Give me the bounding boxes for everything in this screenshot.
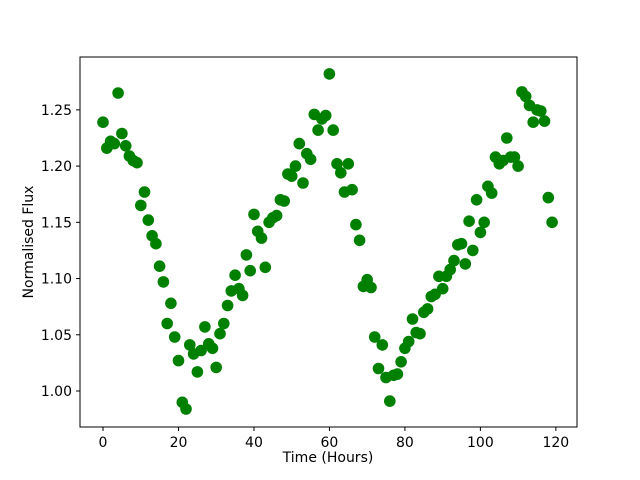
x-tick-label: 100 — [467, 435, 494, 451]
data-point — [206, 342, 219, 355]
data-point — [248, 208, 260, 221]
data-point — [240, 249, 253, 261]
data-point — [470, 194, 483, 206]
data-point — [327, 124, 340, 136]
plot-border — [79, 56, 578, 428]
data-point — [112, 87, 124, 99]
data-point — [501, 132, 513, 144]
data-point — [161, 317, 173, 330]
data-point — [538, 115, 551, 127]
data-point — [131, 156, 143, 169]
data-point — [304, 153, 317, 166]
data-point — [221, 299, 234, 312]
data-point — [259, 261, 272, 274]
data-point — [406, 313, 419, 325]
data-point — [350, 218, 362, 231]
data-point — [467, 244, 479, 257]
x-tick-label: 60 — [321, 435, 339, 451]
data-point — [335, 167, 347, 179]
data-point — [153, 260, 166, 273]
data-point — [474, 226, 487, 239]
data-point — [365, 281, 377, 294]
x-tick-label: 40 — [245, 435, 263, 451]
data-point — [199, 321, 211, 333]
data-point — [270, 209, 283, 222]
data-point — [353, 234, 366, 247]
y-tick-label: 1.00 — [41, 384, 72, 400]
data-point — [512, 160, 524, 172]
data-point — [376, 339, 389, 351]
data-point — [218, 317, 230, 330]
data-point — [448, 254, 460, 267]
x-tick-label: 120 — [542, 435, 569, 451]
data-point — [463, 215, 475, 227]
data-point — [184, 339, 196, 351]
data-point — [519, 90, 532, 103]
data-point — [395, 356, 407, 368]
data-point — [278, 195, 291, 207]
data-point — [138, 186, 151, 198]
data-point — [229, 269, 241, 282]
x-tick-label: 80 — [396, 435, 414, 451]
data-point — [331, 158, 343, 170]
data-point — [508, 151, 521, 163]
data-point — [372, 362, 385, 375]
y-tick-label: 1.25 — [41, 103, 72, 119]
data-point — [157, 276, 170, 288]
data-point — [142, 214, 155, 226]
data-point — [342, 158, 355, 170]
data-point — [214, 327, 226, 340]
data-point — [312, 124, 324, 136]
y-tick-label: 1.15 — [41, 215, 72, 231]
y-tick-label: 1.05 — [41, 328, 72, 344]
data-point — [319, 109, 332, 122]
data-point — [165, 297, 177, 310]
data-point — [285, 170, 298, 182]
data-point — [384, 395, 396, 407]
data-point — [172, 354, 185, 367]
data-point — [436, 282, 449, 295]
data-point — [542, 191, 555, 204]
data-point — [108, 137, 121, 150]
data-point — [414, 327, 426, 340]
data-point — [150, 237, 162, 250]
data-point — [368, 331, 381, 343]
data-point — [421, 303, 434, 315]
y-axis-label: Normalised Flux — [21, 185, 37, 299]
data-point — [478, 216, 491, 229]
data-point — [535, 105, 547, 117]
data-point — [97, 116, 109, 128]
x-axis-label: Time (Hours) — [282, 450, 374, 466]
data-point — [444, 263, 457, 276]
data-point — [244, 264, 256, 277]
data-point — [289, 160, 302, 172]
data-point — [323, 68, 336, 80]
data-point — [293, 137, 306, 150]
data-point — [191, 366, 204, 378]
data-point — [210, 361, 222, 374]
data-point — [195, 344, 207, 357]
data-point — [402, 335, 415, 348]
data-point — [168, 331, 181, 343]
y-tick-label: 1.10 — [41, 272, 72, 288]
data-point — [346, 183, 358, 196]
x-tick-label: 0 — [99, 435, 108, 451]
x-tick-label: 20 — [170, 435, 188, 451]
data-point — [459, 258, 472, 270]
data-point — [391, 368, 404, 380]
data-point — [119, 140, 132, 152]
data-point — [255, 232, 268, 244]
data-point — [116, 127, 128, 140]
data-point — [527, 116, 539, 128]
y-tick-label: 1.20 — [41, 159, 72, 175]
data-point — [180, 403, 192, 415]
data-point — [135, 199, 147, 212]
data-point — [546, 216, 558, 229]
data-point — [236, 289, 249, 302]
data-point — [485, 187, 498, 199]
data-point — [455, 237, 468, 250]
data-point — [297, 177, 309, 189]
